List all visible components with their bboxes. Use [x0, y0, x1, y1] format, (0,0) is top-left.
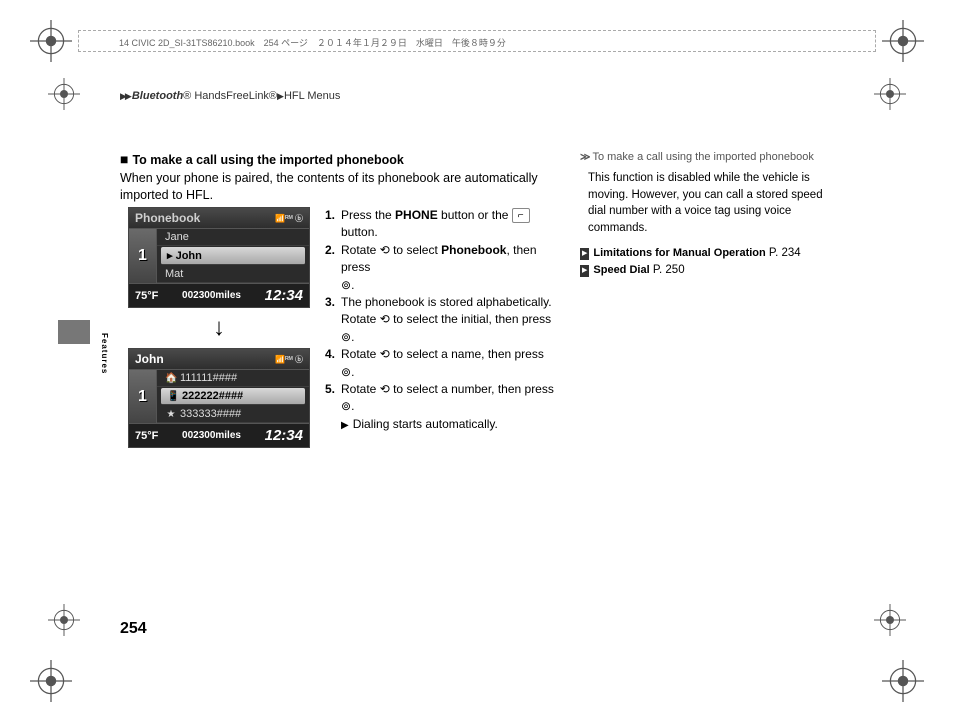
- section-heading: ■To make a call using the imported phone…: [120, 150, 560, 170]
- signal-icon-2: 📶ᴿᴹ ⓑ: [275, 354, 303, 365]
- breadcrumb-c: HFL Menus: [284, 90, 340, 102]
- breadcrumb-b: HandsFreeLink®: [191, 90, 277, 102]
- side-header: To make a call using the imported phoneb…: [580, 150, 842, 166]
- side-column: To make a call using the imported phoneb…: [580, 150, 842, 279]
- side-tab-label: Features: [100, 333, 109, 374]
- abc-strip-2: 1: [129, 370, 157, 423]
- num-row-1: 🏠111111####: [157, 370, 309, 387]
- dial-icon-2: ⟲: [380, 312, 390, 326]
- dial-icon-3: ⟲: [380, 347, 390, 361]
- screen-phonebook: Phonebook 📶ᴿᴹ ⓑ 1 Jane ▸ John Mat 75°F 0…: [128, 207, 310, 308]
- screen1-odo: 002300miles: [182, 290, 241, 301]
- regmark-r2: [874, 604, 906, 636]
- pb-row-2: ▸ John: [167, 250, 202, 262]
- screen1-time: 12:34: [265, 287, 303, 304]
- screen1-temp: 75°F: [135, 290, 158, 302]
- signal-icon: 📶ᴿᴹ ⓑ: [275, 213, 303, 224]
- side-tab: [58, 320, 90, 344]
- step-4: Rotate ⟲ to select a name, then press ⊚.: [341, 346, 559, 381]
- screen2-time: 12:34: [265, 427, 303, 444]
- breadcrumb-chevron-1: ▶▶: [120, 91, 130, 101]
- doc-header-text: 14 CIVIC 2D_SI-31TS86210.book 254 ページ ２０…: [119, 38, 506, 48]
- step-1: Press the PHONE button or the ⌐ button.: [341, 207, 559, 242]
- regmark-tl: [30, 20, 72, 62]
- press-icon-2: ⊚: [341, 330, 351, 344]
- regmark-l1: [48, 78, 80, 110]
- press-icon: ⊚: [341, 278, 351, 292]
- dial-icon-4: ⟲: [380, 382, 390, 396]
- regmark-br: [882, 660, 924, 702]
- side-link-1: Limitations for Manual Operation P. 234: [580, 245, 842, 262]
- pb-row-3: Mat: [157, 266, 309, 283]
- screen-contact: John 📶ᴿᴹ ⓑ 1 🏠111111#### 📱222222#### ★33…: [128, 348, 310, 448]
- arrow-down-icon: ↓: [128, 314, 310, 342]
- screen1-title: Phonebook: [135, 211, 200, 225]
- regmark-r1: [874, 78, 906, 110]
- step-3: The phonebook is stored alphabetically.R…: [341, 294, 559, 346]
- screen2-title: John: [135, 352, 164, 366]
- press-icon-4: ⊚: [341, 399, 351, 413]
- steps-list: 1.Press the PHONE button or the ⌐ button…: [325, 207, 559, 433]
- dial-icon: ⟲: [380, 243, 390, 257]
- step-5: Rotate ⟲ to select a number, then press …: [341, 381, 559, 416]
- num-row-2: 📱222222####: [161, 388, 305, 405]
- section-intro: When your phone is paired, the contents …: [120, 170, 560, 205]
- regmark-l2: [48, 604, 80, 636]
- breadcrumb-chevron-2: ▶: [277, 91, 282, 101]
- abc-strip: 1: [129, 229, 157, 283]
- press-icon-3: ⊚: [341, 365, 351, 379]
- screenshots: Phonebook 📶ᴿᴹ ⓑ 1 Jane ▸ John Mat 75°F 0…: [128, 207, 310, 448]
- screen2-temp: 75°F: [135, 430, 158, 442]
- side-link-2: Speed Dial P. 250: [580, 262, 842, 279]
- num-row-3: ★333333####: [157, 406, 309, 423]
- side-body: This function is disabled while the vehi…: [588, 170, 842, 237]
- dialing-note: Dialing starts automatically.: [341, 416, 559, 434]
- breadcrumb: ▶▶Bluetooth® HandsFreeLink®▶HFL Menus: [120, 90, 340, 102]
- regmark-bl: [30, 660, 72, 702]
- pb-row-1: Jane: [157, 229, 309, 246]
- regmark-tr: [882, 20, 924, 62]
- breadcrumb-a: Bluetooth: [132, 90, 183, 102]
- page-number: 254: [120, 620, 147, 638]
- doc-header: 14 CIVIC 2D_SI-31TS86210.book 254 ページ ２０…: [78, 30, 876, 52]
- screen2-odo: 002300miles: [182, 430, 241, 441]
- step-2: Rotate ⟲ to select Phonebook, then press…: [341, 242, 559, 294]
- pickup-icon: ⌐: [512, 208, 530, 223]
